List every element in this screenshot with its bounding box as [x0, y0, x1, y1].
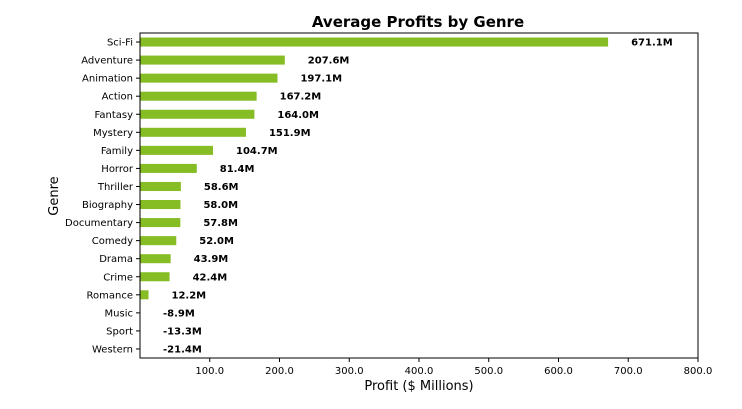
- x-tick-label: 600.0: [544, 366, 573, 377]
- y-tick-label: Romance: [87, 290, 133, 301]
- x-tick-label: 400.0: [405, 366, 434, 377]
- bar: [140, 73, 278, 83]
- bar: [140, 290, 149, 300]
- y-tick-label: Action: [102, 92, 133, 103]
- bar: [140, 145, 214, 155]
- y-tick-label: Family: [101, 146, 133, 157]
- chart-title: Average Profits by Genre: [312, 13, 524, 31]
- data-label: 671.1M: [631, 38, 673, 49]
- y-tick-label: Sport: [106, 326, 133, 337]
- data-label: -8.9M: [163, 308, 195, 319]
- bar: [140, 272, 170, 282]
- bar: [140, 163, 197, 173]
- y-axis-label: Genre: [47, 176, 62, 215]
- y-tick-label: Comedy: [92, 236, 133, 247]
- bar: [140, 181, 181, 191]
- data-label: -13.3M: [163, 326, 202, 337]
- data-label: 43.9M: [194, 254, 229, 265]
- y-tick-label: Adventure: [81, 56, 133, 67]
- data-label: 42.4M: [193, 272, 228, 283]
- y-tick-label: Crime: [103, 272, 133, 283]
- x-tick-label: 700.0: [614, 366, 643, 377]
- data-label: 81.4M: [220, 164, 255, 175]
- data-label: 151.9M: [269, 128, 311, 139]
- data-label: 58.6M: [204, 182, 239, 193]
- data-label: -21.4M: [163, 344, 202, 355]
- data-label: 197.1M: [300, 74, 342, 85]
- y-tick-label: Western: [92, 344, 133, 355]
- y-tick-label: Documentary: [65, 218, 133, 229]
- x-tick-label: 800.0: [684, 366, 713, 377]
- bar: [140, 109, 255, 119]
- bar: [140, 37, 609, 47]
- data-label: 52.0M: [199, 236, 234, 247]
- x-tick-label: 200.0: [265, 366, 294, 377]
- y-tick-label: Horror: [101, 164, 134, 175]
- data-label: 104.7M: [236, 146, 278, 157]
- data-label: 57.8M: [203, 218, 238, 229]
- bar: [140, 200, 181, 210]
- y-tick-label: Music: [105, 308, 133, 319]
- y-tick-label: Animation: [82, 74, 133, 85]
- y-tick-label: Biography: [82, 200, 133, 211]
- y-tick-label: Sci-Fi: [107, 38, 133, 49]
- plot-frame: [139, 32, 699, 359]
- x-tick-label: 300.0: [335, 366, 364, 377]
- y-tick-label: Drama: [99, 254, 133, 265]
- x-axis-label: Profit ($ Millions): [364, 379, 473, 394]
- bar: [140, 55, 285, 65]
- data-label: 58.0M: [203, 200, 238, 211]
- x-tick-label: 500.0: [474, 366, 503, 377]
- plot-area: Sci-Fi 671.1M Adventure 207.6M Animation 197.…: [65, 37, 713, 377]
- data-label: 164.0M: [277, 110, 319, 121]
- y-tick-label: Thriller: [97, 182, 134, 193]
- data-label: 167.2M: [280, 92, 322, 103]
- x-tick-label: 100.0: [195, 366, 224, 377]
- bar: [140, 127, 246, 137]
- data-label: 207.6M: [308, 56, 350, 67]
- bar: [140, 254, 171, 264]
- data-label: 12.2M: [172, 290, 207, 301]
- bar: [140, 236, 177, 246]
- bar: [140, 218, 181, 228]
- bar: [140, 91, 257, 101]
- y-tick-label: Mystery: [93, 128, 133, 139]
- y-tick-label: Fantasy: [95, 110, 134, 121]
